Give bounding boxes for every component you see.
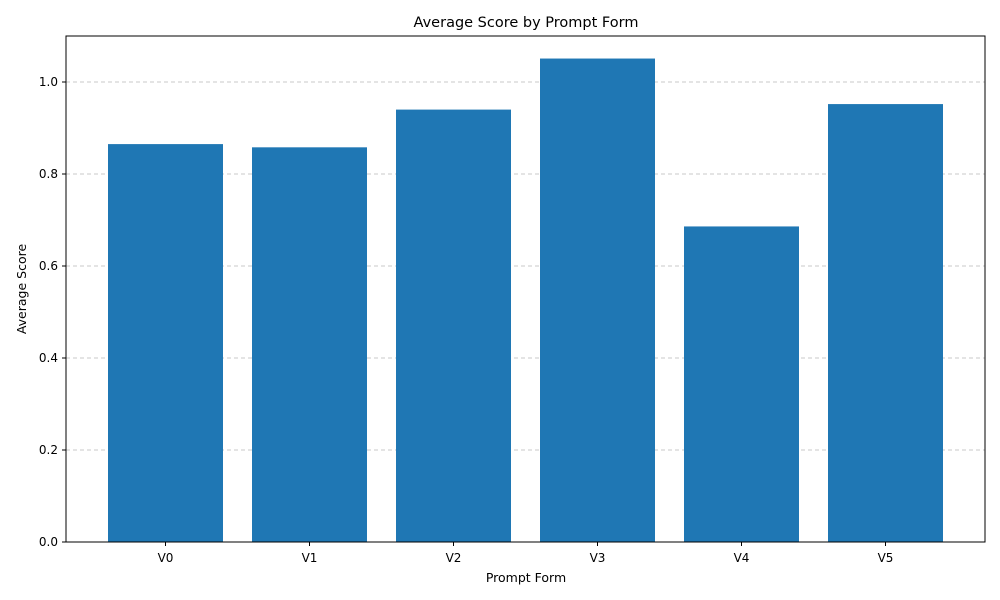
x-tick-label-v4: V4 — [734, 551, 750, 565]
bar-v1 — [252, 147, 367, 542]
bar-v0 — [108, 144, 223, 542]
x-tick-label-v5: V5 — [878, 551, 894, 565]
y-tick-label: 0.6 — [39, 259, 58, 273]
y-tick-label: 0.2 — [39, 443, 58, 457]
y-tick-label: 0.4 — [39, 351, 58, 365]
y-tick-label: 1.0 — [39, 75, 58, 89]
bar-v5 — [828, 104, 943, 542]
x-axis-label: Prompt Form — [486, 570, 566, 585]
x-tick-label-v1: V1 — [302, 551, 318, 565]
x-tick-label-v0: V0 — [158, 551, 174, 565]
y-tick-label: 0.0 — [39, 535, 58, 549]
bar-v3 — [540, 58, 655, 542]
bar-v4 — [684, 226, 799, 542]
x-tick-label-v2: V2 — [446, 551, 462, 565]
chart-title: Average Score by Prompt Form — [414, 15, 639, 31]
bars — [108, 58, 943, 542]
y-tick-label: 0.8 — [39, 167, 58, 181]
plot-frame — [65, 35, 986, 543]
x-axis-ticks: V0 V1 V2 V3 V4 V5 — [158, 542, 894, 565]
y-axis-label: Average Score — [14, 244, 29, 335]
y-axis-ticks: 0.0 0.2 0.4 0.6 0.8 1.0 — [39, 75, 66, 549]
x-tick-label-v3: V3 — [590, 551, 606, 565]
bar-v2 — [396, 109, 511, 542]
